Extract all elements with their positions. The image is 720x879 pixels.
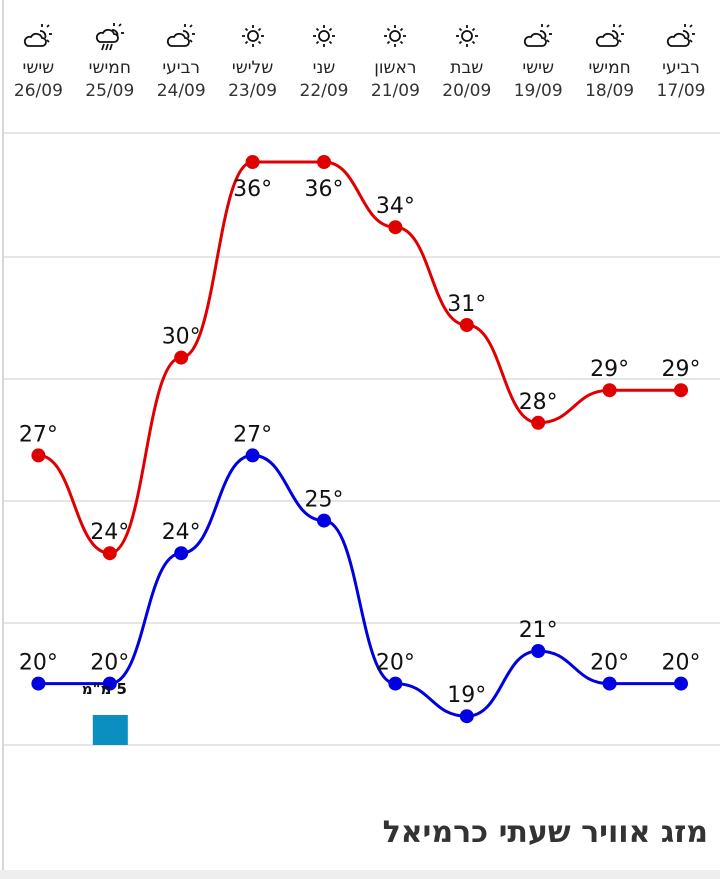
low-temp-point [388, 676, 403, 691]
day-name: רביעי [662, 58, 700, 78]
day-column: רביעי 24/09 [145, 22, 217, 102]
high-temp-point [245, 155, 260, 169]
day-date: 25/09 [85, 81, 135, 101]
partly-cloudy-icon [24, 24, 53, 47]
low-temp-label: 24° [162, 520, 201, 545]
partly-cloudy-icon [666, 24, 695, 47]
precip-label: 5 מ"מ [81, 680, 127, 698]
day-column: ראשון 21/09 [359, 22, 431, 102]
day-name: רביעי [162, 58, 201, 78]
day-date: 23/09 [228, 81, 278, 101]
day-date: 21/09 [370, 81, 420, 101]
high-temp-label: 30° [162, 325, 201, 350]
day-date: 20/09 [442, 81, 492, 101]
precip-bar [92, 715, 128, 745]
day-date: 19/09 [513, 81, 563, 101]
day-date: 26/09 [13, 81, 63, 101]
left-border [2, 0, 4, 879]
day-name: חמישי [588, 58, 631, 78]
low-temp-label: 20° [90, 651, 129, 676]
high-temp-label: 28° [519, 390, 558, 415]
high-temp-label: 36° [233, 177, 272, 202]
sun-icon [384, 25, 407, 47]
day-column: שלישי 23/09 [217, 22, 289, 102]
high-temp-point [459, 318, 474, 332]
partly-cloudy-icon [524, 24, 553, 47]
low-temp-label: 27° [233, 422, 272, 447]
day-name: שני [312, 58, 336, 78]
low-temp-label: 20° [19, 651, 58, 676]
day-date: 18/09 [585, 81, 635, 101]
low-temp-line [38, 453, 681, 718]
sun-icon [313, 25, 335, 47]
high-temp-label: 29° [662, 357, 701, 382]
day-column: שבת 20/09 [431, 22, 503, 102]
high-temp-label: 24° [90, 520, 129, 545]
high-temp-point [174, 350, 189, 365]
low-temp-label: 19° [447, 683, 486, 708]
high-temp-point [102, 546, 117, 561]
partly-cloudy-icon [167, 24, 196, 47]
day-name: שלישי [231, 58, 274, 78]
sun-icon [241, 25, 264, 47]
day-name: שבת [450, 58, 484, 78]
day-column: שישי 26/09 [2, 22, 74, 102]
high-temp-point [674, 383, 688, 398]
day-date: 17/09 [656, 81, 706, 101]
high-temp-point [31, 448, 46, 463]
day-column: שישי 19/09 [502, 22, 574, 102]
day-column: חמישי 18/09 [574, 22, 646, 102]
high-temp-label: 27° [19, 422, 58, 447]
high-temp-label: 29° [590, 357, 629, 382]
partly-cloudy-icon [595, 24, 624, 47]
low-temp-label: 21° [519, 618, 558, 643]
page-title: מזג אוויר שעתי כרמיאל [382, 815, 708, 850]
high-temp-label: 34° [376, 194, 415, 219]
high-temp-point [388, 220, 403, 235]
high-temp-point [602, 383, 617, 398]
low-temp-point [31, 676, 46, 691]
day-column: חמישי 25/09 [74, 22, 146, 102]
rain-icon [95, 23, 124, 51]
sun-icon [455, 25, 478, 47]
low-temp-point [317, 513, 331, 528]
high-temp-point [317, 155, 331, 169]
high-temp-label: 36° [305, 177, 344, 202]
low-temp-label: 20° [590, 651, 629, 676]
day-name: ראשון [374, 58, 417, 78]
day-date: 24/09 [156, 81, 206, 101]
low-temp-label: 25° [305, 488, 344, 513]
high-temp-point [531, 415, 546, 430]
low-temp-point [674, 676, 688, 691]
bottom-bar [0, 870, 720, 879]
low-temp-point [459, 709, 474, 724]
high-temp-label: 31° [447, 292, 486, 317]
low-temp-point [102, 676, 117, 691]
low-temp-point [174, 546, 189, 561]
high-temp-line [38, 160, 681, 555]
low-temp-point [245, 448, 260, 463]
day-name: חמישי [88, 58, 131, 78]
day-column: רביעי 17/09 [645, 22, 717, 102]
day-column: שני 22/09 [288, 22, 360, 102]
low-temp-point [531, 644, 546, 658]
low-temp-point [602, 676, 617, 691]
low-temp-label: 20° [662, 651, 701, 676]
day-name: שישי [22, 58, 55, 78]
low-temp-label: 20° [376, 651, 415, 676]
day-date: 22/09 [299, 81, 349, 101]
day-name: שישי [522, 58, 555, 78]
